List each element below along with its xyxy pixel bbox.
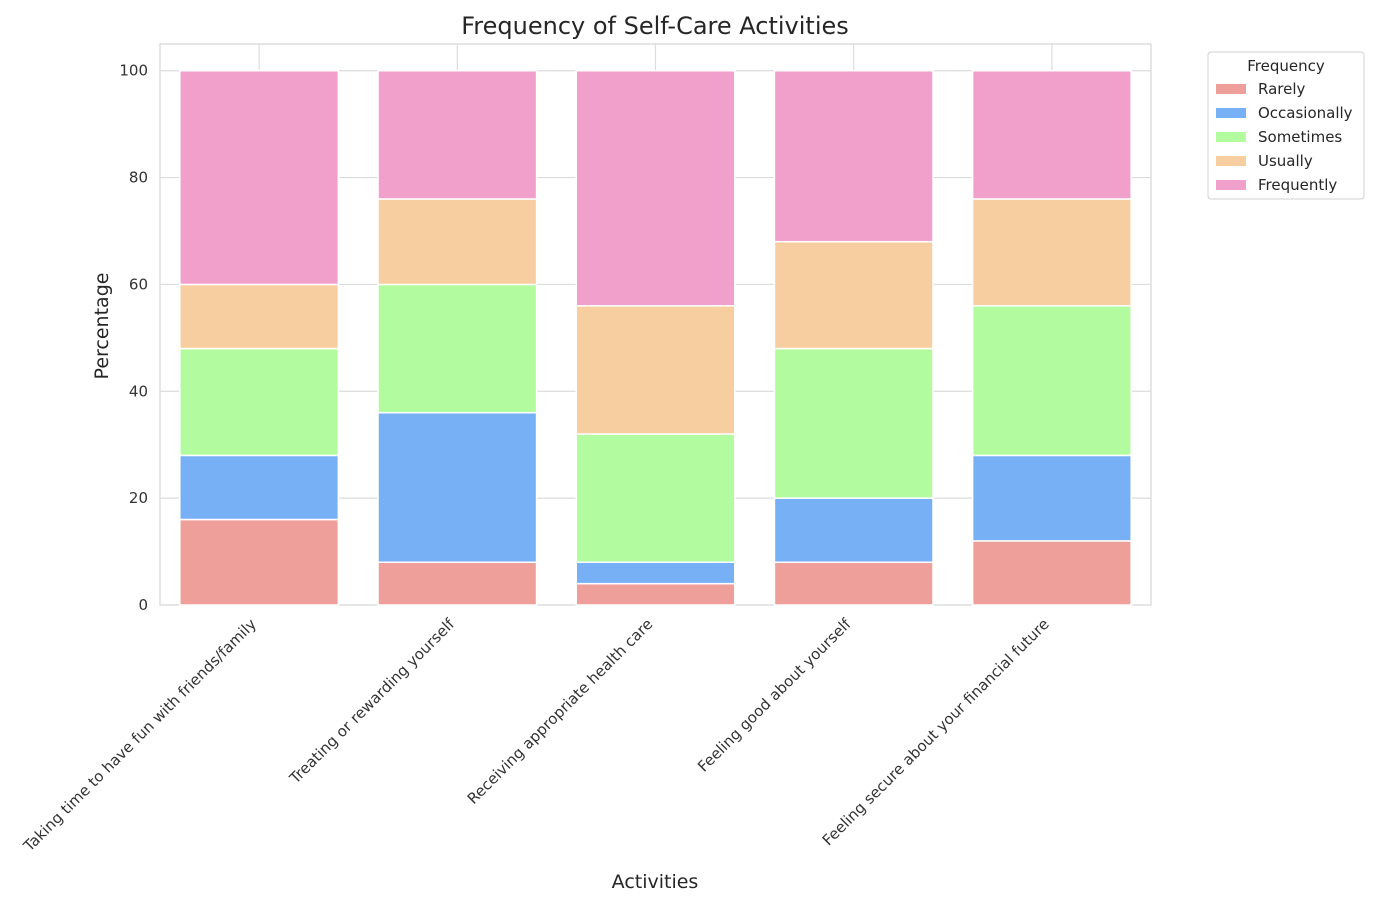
legend-label: Usually xyxy=(1258,152,1313,170)
x-tick-label: Taking time to have fun with friends/fam… xyxy=(19,615,260,856)
bar-segment-frequently xyxy=(575,69,736,307)
y-tick-label: 100 xyxy=(119,62,148,80)
bar-segment-usually xyxy=(773,240,934,350)
legend-items: Rarely Occasionally Sometimes Usually Freque… xyxy=(1216,80,1353,194)
bar-segment-occasionally xyxy=(773,497,934,564)
y-tick-label: 80 xyxy=(129,169,148,187)
bar-segment-frequently xyxy=(179,69,340,286)
x-axis-label: Activities xyxy=(612,871,699,893)
x-tick-label: Treating or rewarding yourself xyxy=(285,615,458,788)
legend-swatch xyxy=(1216,156,1246,166)
bar-segment-occasionally xyxy=(971,454,1132,542)
legend-frame xyxy=(1207,51,1365,200)
y-tick-label: 60 xyxy=(129,275,148,293)
bar-segment-usually xyxy=(575,305,736,435)
bar-segment-usually xyxy=(971,198,1132,307)
x-tick-label: Feeling secure about your financial futu… xyxy=(819,615,1053,849)
legend-label: Occasionally xyxy=(1258,104,1353,122)
bar-segment-occasionally xyxy=(377,411,538,564)
legend-swatch xyxy=(1216,180,1246,190)
y-tick-label: 0 xyxy=(138,596,148,614)
x-axis-ticks: Taking time to have fun with friends/fam… xyxy=(19,615,1052,856)
bar-segment-rarely xyxy=(377,561,538,606)
legend-label: Rarely xyxy=(1258,80,1306,98)
bars xyxy=(179,69,1132,606)
bar-segment-usually xyxy=(377,198,538,286)
bar-segment-rarely xyxy=(575,582,736,606)
bar-segment-rarely xyxy=(179,518,340,606)
bar-segment-sometimes xyxy=(179,347,340,457)
chart-title: Frequency of Self-Care Activities xyxy=(461,12,849,40)
legend-swatch xyxy=(1216,84,1246,94)
legend-label: Frequently xyxy=(1258,176,1337,194)
y-axis-ticks: 0 20 40 60 80 100 xyxy=(119,62,148,614)
bar-segment-sometimes xyxy=(575,433,736,564)
legend-label: Sometimes xyxy=(1258,128,1342,146)
legend-swatch xyxy=(1216,132,1246,142)
y-tick-label: 40 xyxy=(129,382,148,400)
x-tick-label: Receiving appropriate health care xyxy=(464,615,657,808)
bar-segment-sometimes xyxy=(971,305,1132,457)
bar-segment-usually xyxy=(179,283,340,350)
y-tick-label: 20 xyxy=(129,489,148,507)
bar-segment-occasionally xyxy=(179,454,340,521)
x-tick-label: Feeling good about yourself xyxy=(694,615,855,776)
legend-title: Frequency xyxy=(1247,57,1325,75)
bar-segment-rarely xyxy=(773,561,934,606)
y-axis-label: Percentage xyxy=(91,273,113,380)
bar-segment-frequently xyxy=(773,69,934,243)
bar-segment-occasionally xyxy=(575,561,736,585)
bar-segment-frequently xyxy=(377,69,538,200)
bar-segment-sometimes xyxy=(377,283,538,414)
legend-swatch xyxy=(1216,108,1246,118)
bar-segment-rarely xyxy=(971,540,1132,606)
bar-segment-frequently xyxy=(971,69,1132,200)
bar-segment-sometimes xyxy=(773,347,934,499)
legend: Frequency Rarely Occasionally Sometimes Usu… xyxy=(1207,51,1365,200)
